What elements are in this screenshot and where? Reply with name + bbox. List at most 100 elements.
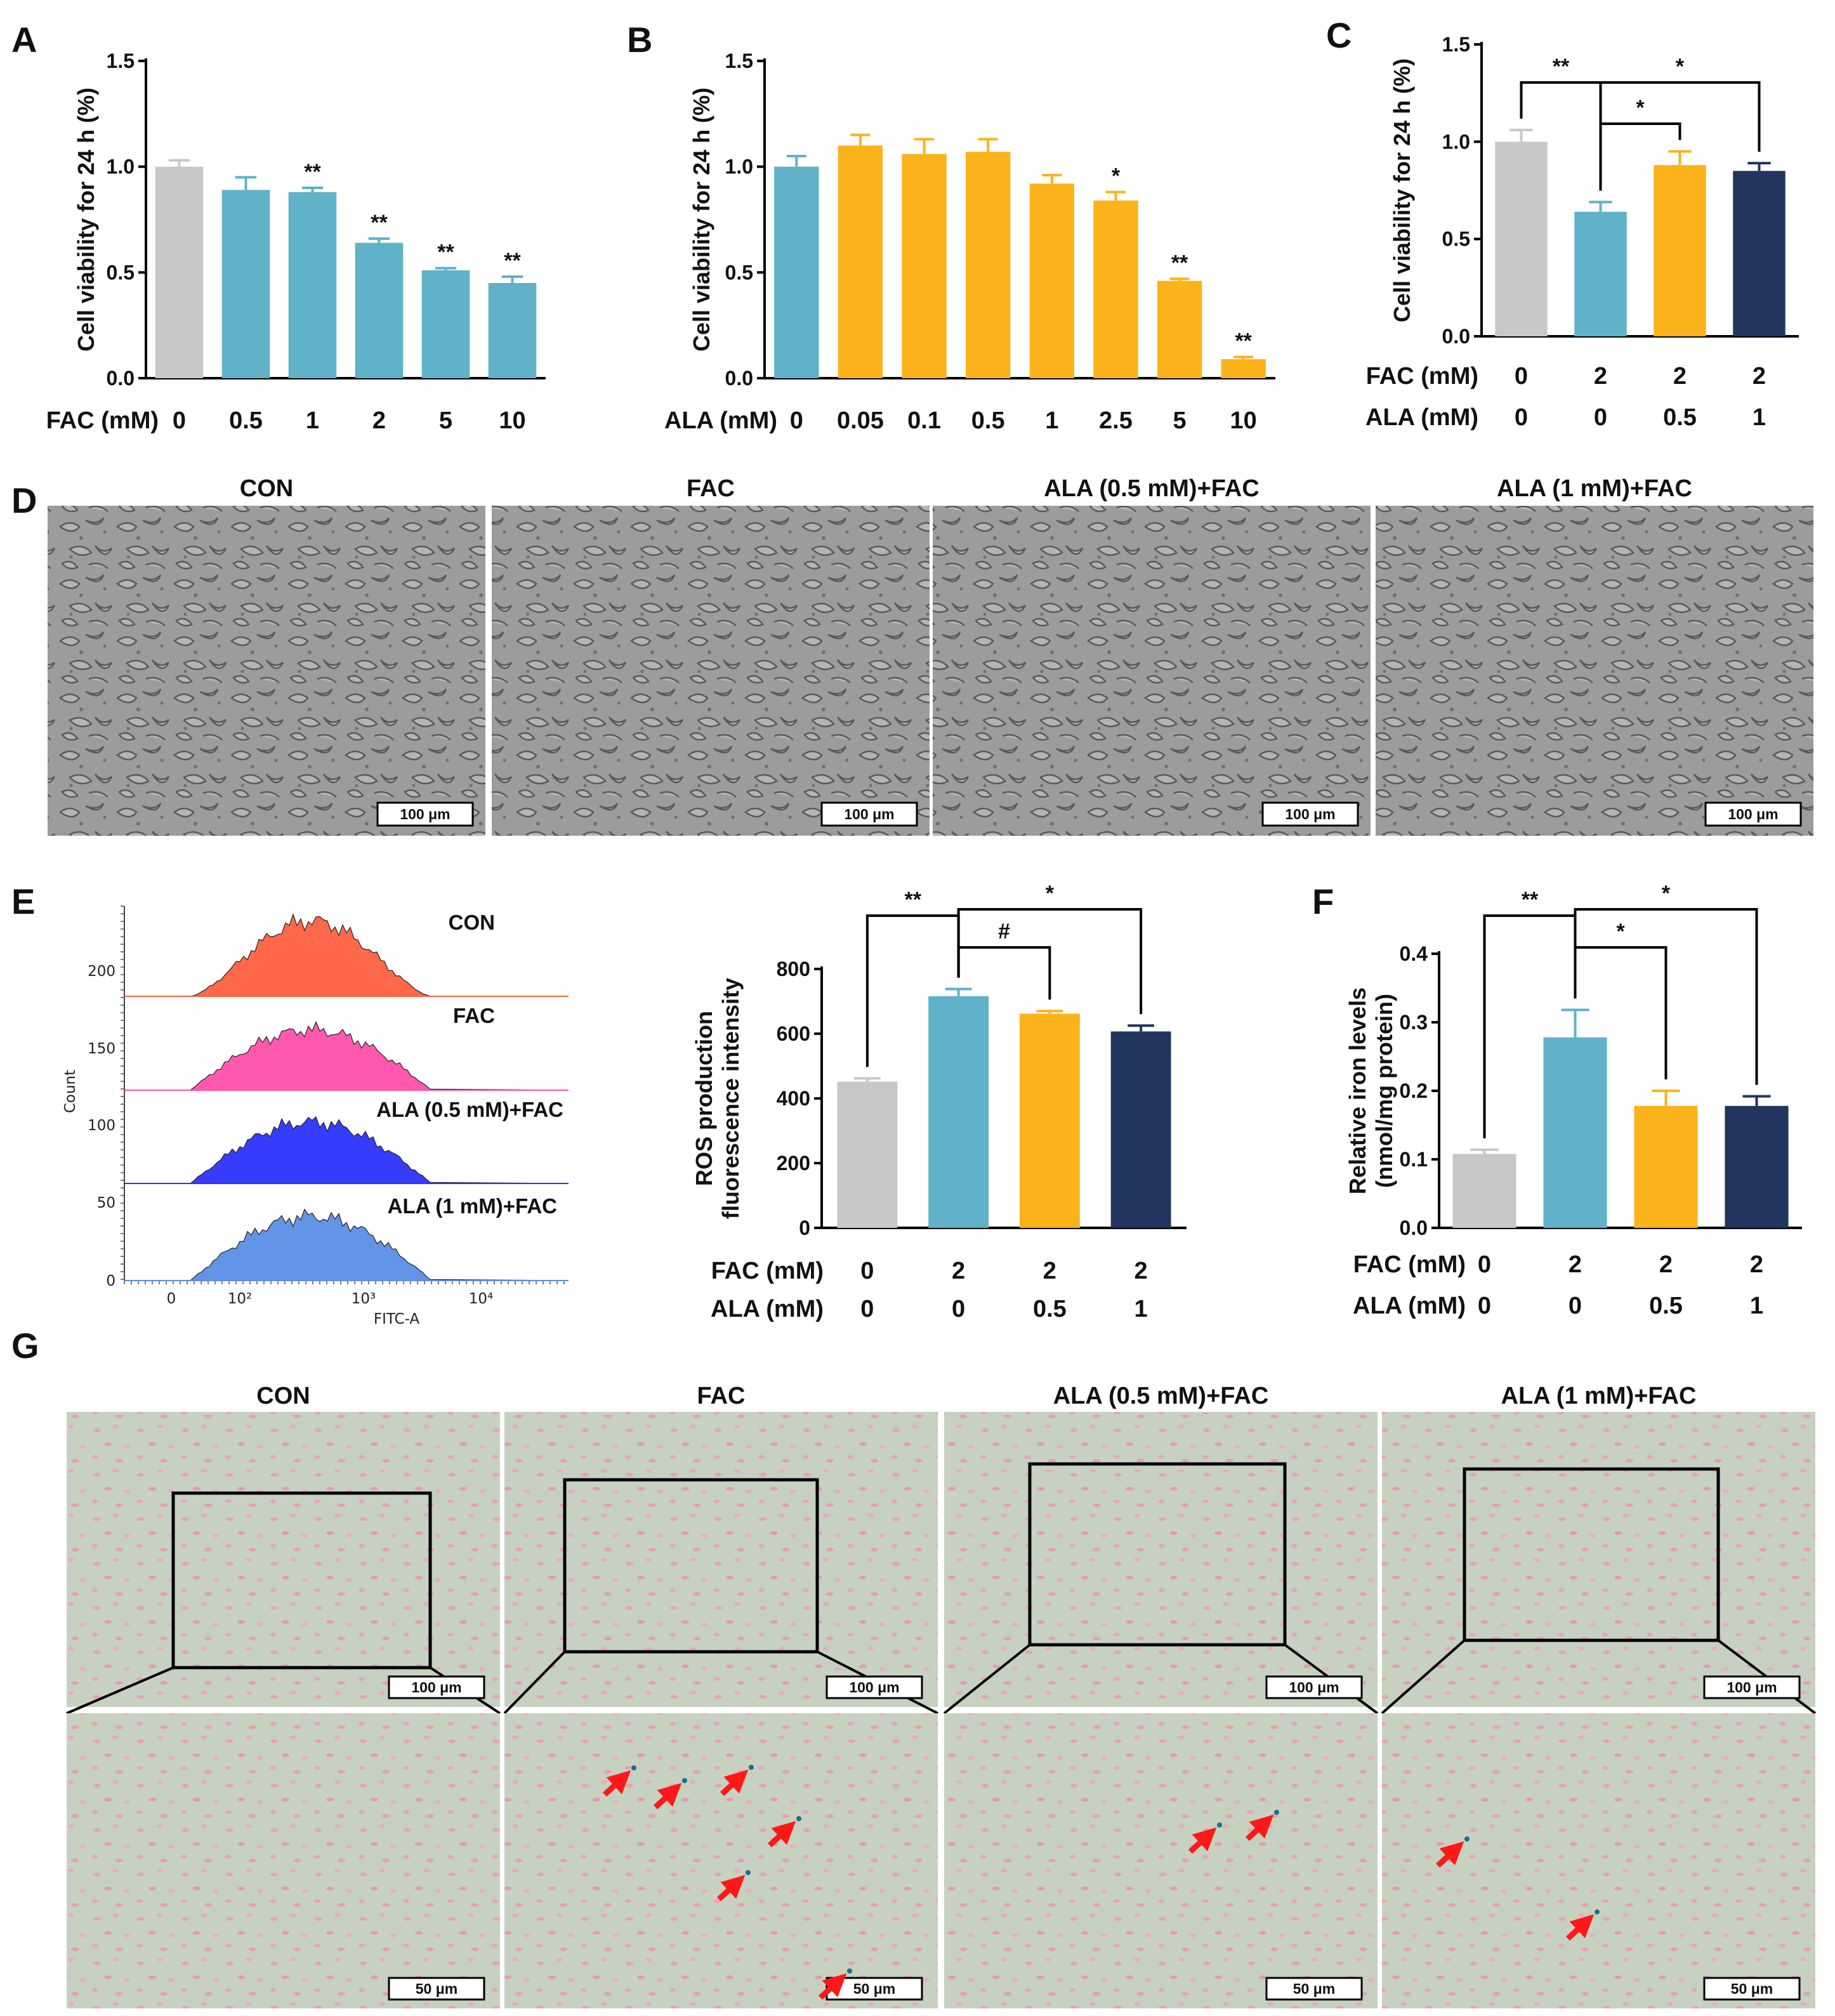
bar xyxy=(1157,280,1202,378)
x-tick-label: 2 xyxy=(952,1258,965,1284)
bar xyxy=(838,145,883,379)
x-tick-label: 0.05 xyxy=(837,407,884,434)
scale-bar-label: 100 μm xyxy=(849,1679,899,1696)
panel-label-a: A xyxy=(11,20,37,60)
iron-deposit xyxy=(682,1778,687,1783)
x-tick-label: 10² xyxy=(228,1291,253,1307)
x-tick-label: 2 xyxy=(1750,1251,1763,1278)
iron-deposit xyxy=(746,1870,751,1875)
iron-deposit-arrow xyxy=(1565,1914,1595,1941)
y-tick-label: 1.5 xyxy=(725,49,753,72)
x-row-label: FAC (mM) xyxy=(46,407,159,434)
stain-overview xyxy=(504,1412,938,1707)
image-title: CON xyxy=(256,1383,310,1409)
y-axis-label: Relative iron levels xyxy=(1345,987,1371,1194)
stain-overview xyxy=(944,1412,1378,1707)
bar xyxy=(1634,1105,1698,1228)
scale-bar xyxy=(388,1977,485,2001)
x-tick-label: 1 xyxy=(1753,404,1766,431)
bar xyxy=(774,166,819,378)
y-axis-label: Cell viability for 24 h (%) xyxy=(73,88,99,352)
y-tick-label: 1.0 xyxy=(725,155,753,178)
panel-label-b: B xyxy=(627,20,652,60)
x-tick-label: 2 xyxy=(1135,1258,1148,1284)
x-axis-label: FITC-A xyxy=(374,1311,420,1328)
iron-deposit-arrow xyxy=(602,1770,631,1797)
comparison-label: ** xyxy=(1553,55,1570,79)
comparison-bracket xyxy=(957,946,1051,1000)
image-title: FAC xyxy=(687,475,735,502)
scale-bar-label: 100 μm xyxy=(844,806,894,822)
x-tick-label: 10⁴ xyxy=(469,1291,494,1307)
scale-bar-label: 100 μm xyxy=(400,806,450,822)
x-row-label: ALA (mM) xyxy=(664,407,777,434)
significance-label: ** xyxy=(1235,329,1252,353)
bar xyxy=(902,154,947,378)
x-tick-label: 0.1 xyxy=(907,407,941,434)
bar xyxy=(1543,1037,1607,1228)
scale-bar-label: 50 μm xyxy=(1731,1980,1773,1997)
panel-label-c: C xyxy=(1326,15,1352,55)
bar xyxy=(1221,359,1266,378)
bar xyxy=(928,996,989,1228)
scale-bar-label: 100 μm xyxy=(411,1679,461,1696)
y-tick-label: 800 xyxy=(777,958,810,980)
bar xyxy=(1495,142,1548,337)
iron-deposit-arrow xyxy=(716,1874,746,1902)
micrograph xyxy=(1376,506,1813,836)
bar xyxy=(1029,183,1075,378)
x-tick-label: 2 xyxy=(372,407,386,434)
series-label: ALA (1 mM)+FAC xyxy=(388,1194,557,1218)
y-axis-label: ROS production xyxy=(691,1011,717,1186)
comparison-label: * xyxy=(1662,881,1671,906)
x-tick-label: 10 xyxy=(499,407,525,434)
y-tick-label: 1.5 xyxy=(107,49,135,72)
scale-bar xyxy=(825,1675,923,1699)
iron-deposit-arrow xyxy=(1188,1827,1217,1854)
x-tick-label: 1 xyxy=(306,407,319,434)
zoom-box xyxy=(171,1491,432,1670)
x-tick-label: 2 xyxy=(1673,363,1687,390)
chart-panel-b: 0.0 0.5 1.0 1.5 Cell viability for 24 h (%) *… xyxy=(664,49,1275,434)
scale-bar xyxy=(388,1675,485,1699)
iron-deposit-arrow xyxy=(1245,1814,1274,1841)
x-row-label: FAC (mM) xyxy=(1353,1251,1466,1278)
x-tick-label: 1 xyxy=(1750,1293,1763,1319)
panel-label-d: D xyxy=(11,480,37,520)
significance-label: * xyxy=(1112,164,1121,188)
x-row-label: ALA (mM) xyxy=(1353,1293,1466,1319)
iron-deposit xyxy=(1217,1822,1222,1828)
image-title: CON xyxy=(240,475,293,502)
y-tick-label: 1.5 xyxy=(1442,33,1470,56)
x-tick-label: 0 xyxy=(952,1296,965,1322)
y-axis-label: Count xyxy=(62,1070,79,1113)
comparison-label: ** xyxy=(1522,888,1539,912)
x-tick-label: 0.5 xyxy=(971,407,1005,434)
y-tick-label: 0.4 xyxy=(1400,942,1428,965)
bar xyxy=(1110,1031,1171,1228)
y-tick-label: 0.2 xyxy=(1400,1079,1428,1102)
comparison-label: # xyxy=(998,919,1010,944)
iron-deposit xyxy=(796,1816,801,1821)
x-row-label: ALA (mM) xyxy=(711,1296,824,1322)
microscopy-panel-g: CON 100 μm 50 μm FAC 100 μm 50 μm ALA (0.5 mM)… xyxy=(66,1383,1817,2008)
stain-overview xyxy=(1382,1412,1815,1707)
y-tick-label: 0.5 xyxy=(1442,228,1470,251)
zoom-box xyxy=(1463,1467,1720,1642)
bar xyxy=(288,192,337,378)
x-row-label: ALA (mM) xyxy=(1365,404,1478,431)
scale-bar xyxy=(1703,1675,1801,1699)
x-tick-label: 0 xyxy=(167,1291,176,1307)
x-tick-label: 2 xyxy=(1569,1251,1582,1278)
panel-label-f: F xyxy=(1312,881,1334,921)
comparison-label: * xyxy=(1636,96,1645,120)
series-label: FAC xyxy=(453,1004,495,1027)
x-tick-label: 0.5 xyxy=(229,407,263,434)
y-tick-label: 0.3 xyxy=(1400,1011,1428,1034)
bar xyxy=(1654,165,1706,336)
bar xyxy=(421,270,470,378)
y-tick-label: 0.1 xyxy=(1400,1148,1428,1171)
y-tick-label: 1.0 xyxy=(107,155,135,178)
